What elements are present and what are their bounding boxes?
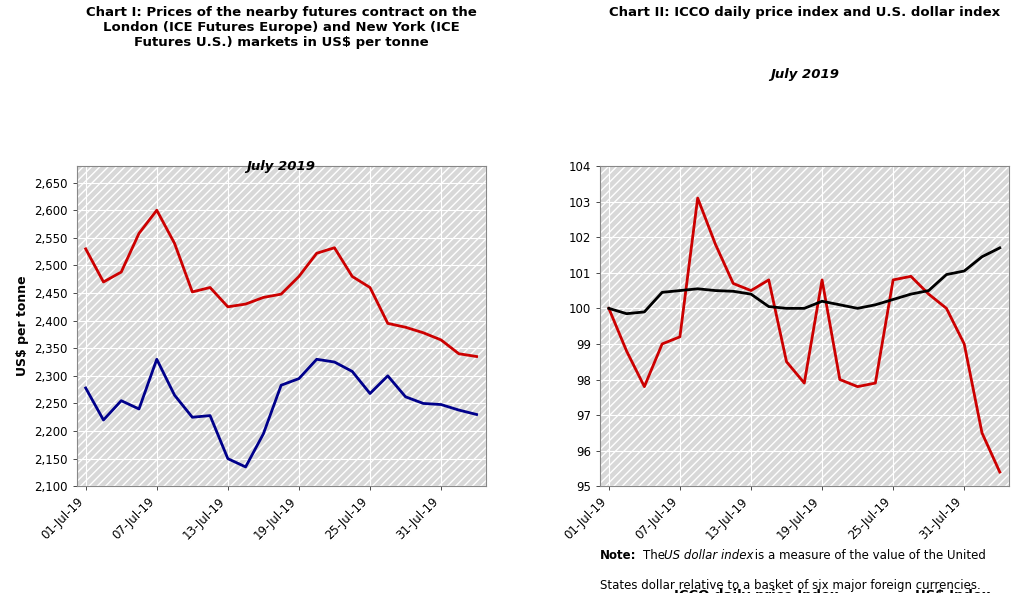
Text: US dollar index: US dollar index xyxy=(665,549,754,562)
Text: States dollar relative to a basket of six major foreign currencies.: States dollar relative to a basket of si… xyxy=(600,579,981,592)
Text: is a measure of the value of the United: is a measure of the value of the United xyxy=(752,549,986,562)
Text: July 2019: July 2019 xyxy=(770,68,839,81)
Text: Note:: Note: xyxy=(600,549,637,562)
Text: Chart I: Prices of the nearby futures contract on the
London (ICE Futures Europe: Chart I: Prices of the nearby futures co… xyxy=(86,6,476,49)
Text: The: The xyxy=(643,549,669,562)
Text: July 2019: July 2019 xyxy=(247,160,315,173)
Y-axis label: US$ per tonne: US$ per tonne xyxy=(15,276,29,377)
Legend: ICCO daily price Index, US$ Index: ICCO daily price Index, US$ Index xyxy=(617,589,991,593)
Text: Chart II: ICCO daily price index and U.S. dollar index: Chart II: ICCO daily price index and U.S… xyxy=(608,6,999,19)
